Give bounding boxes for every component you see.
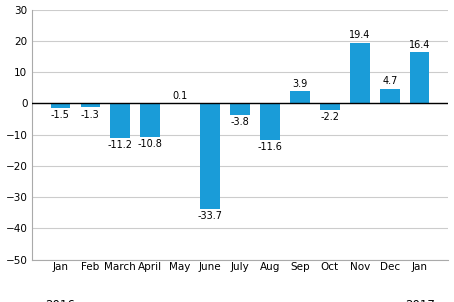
Bar: [290, 91, 310, 103]
Bar: [140, 103, 160, 137]
Bar: [350, 43, 370, 103]
Text: 0.1: 0.1: [173, 91, 188, 101]
Text: 2017: 2017: [405, 299, 434, 302]
Text: 2016: 2016: [45, 299, 75, 302]
Bar: [80, 103, 100, 107]
Bar: [410, 52, 429, 103]
Bar: [230, 103, 250, 115]
Text: -1.5: -1.5: [51, 110, 70, 120]
Text: -3.8: -3.8: [231, 117, 249, 127]
Bar: [200, 103, 220, 209]
Text: 3.9: 3.9: [292, 79, 307, 89]
Bar: [320, 103, 340, 110]
Text: -10.8: -10.8: [138, 139, 163, 149]
Bar: [380, 88, 400, 103]
Text: -1.3: -1.3: [81, 110, 99, 120]
Text: -2.2: -2.2: [321, 112, 340, 122]
Bar: [50, 103, 70, 108]
Text: -33.7: -33.7: [197, 211, 222, 221]
Text: 19.4: 19.4: [349, 31, 370, 40]
Text: -11.6: -11.6: [257, 142, 282, 152]
Text: 4.7: 4.7: [382, 76, 398, 86]
Bar: [110, 103, 130, 138]
Text: -11.2: -11.2: [108, 140, 133, 150]
Text: 16.4: 16.4: [409, 40, 430, 50]
Bar: [260, 103, 280, 140]
